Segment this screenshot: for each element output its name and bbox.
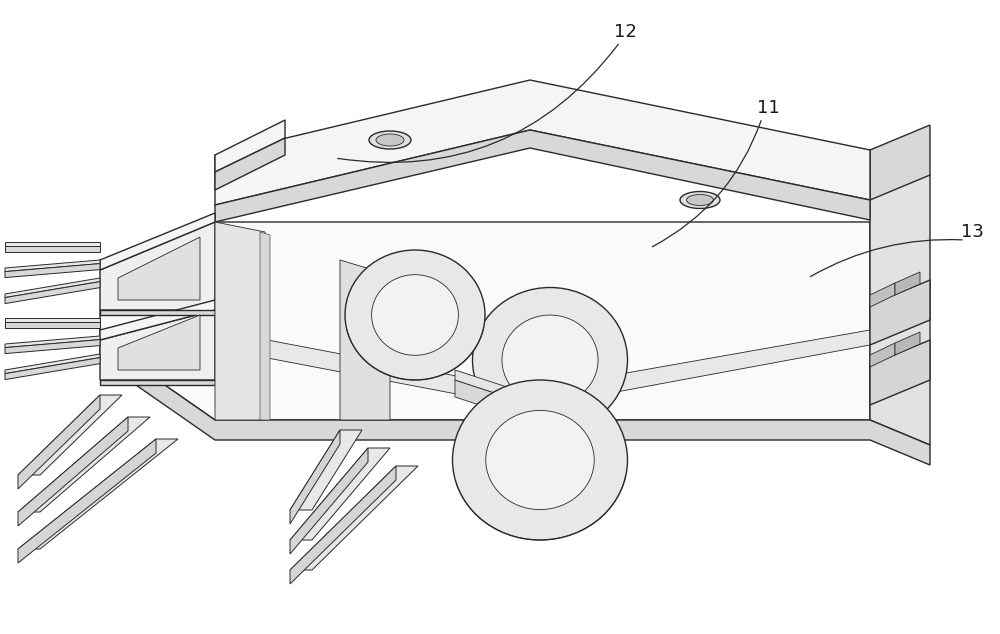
Polygon shape bbox=[215, 330, 870, 408]
Ellipse shape bbox=[372, 275, 458, 355]
Polygon shape bbox=[215, 80, 870, 205]
Polygon shape bbox=[290, 448, 368, 554]
Polygon shape bbox=[290, 430, 340, 524]
Polygon shape bbox=[895, 332, 920, 355]
Polygon shape bbox=[895, 272, 920, 295]
Ellipse shape bbox=[473, 287, 628, 432]
Ellipse shape bbox=[502, 315, 598, 405]
Ellipse shape bbox=[680, 191, 720, 209]
Ellipse shape bbox=[452, 380, 628, 540]
Ellipse shape bbox=[486, 410, 594, 510]
Polygon shape bbox=[5, 281, 100, 304]
Polygon shape bbox=[260, 232, 270, 420]
Polygon shape bbox=[215, 120, 285, 172]
Polygon shape bbox=[18, 417, 128, 526]
Polygon shape bbox=[215, 130, 870, 222]
Polygon shape bbox=[870, 280, 930, 345]
Polygon shape bbox=[18, 439, 178, 549]
Polygon shape bbox=[290, 466, 418, 570]
Polygon shape bbox=[5, 336, 100, 347]
Text: 13: 13 bbox=[961, 223, 983, 241]
Polygon shape bbox=[290, 430, 362, 510]
Polygon shape bbox=[100, 380, 215, 385]
Polygon shape bbox=[5, 340, 100, 354]
Polygon shape bbox=[870, 125, 930, 200]
Polygon shape bbox=[870, 283, 895, 307]
Polygon shape bbox=[100, 310, 215, 380]
Text: 12: 12 bbox=[614, 23, 636, 41]
Polygon shape bbox=[100, 222, 870, 420]
Polygon shape bbox=[290, 448, 390, 540]
Polygon shape bbox=[100, 310, 215, 315]
Ellipse shape bbox=[369, 131, 411, 149]
Polygon shape bbox=[215, 222, 265, 420]
Polygon shape bbox=[100, 340, 930, 465]
Polygon shape bbox=[870, 150, 930, 445]
Polygon shape bbox=[5, 358, 100, 380]
Polygon shape bbox=[340, 260, 390, 420]
Polygon shape bbox=[290, 466, 396, 584]
Polygon shape bbox=[5, 278, 100, 297]
Polygon shape bbox=[455, 370, 510, 398]
Polygon shape bbox=[5, 354, 100, 373]
Ellipse shape bbox=[686, 195, 714, 205]
Polygon shape bbox=[5, 260, 100, 271]
Polygon shape bbox=[5, 321, 100, 328]
Polygon shape bbox=[118, 237, 200, 300]
Polygon shape bbox=[870, 343, 895, 367]
Polygon shape bbox=[18, 439, 156, 563]
Ellipse shape bbox=[345, 250, 485, 380]
Polygon shape bbox=[5, 318, 100, 321]
Polygon shape bbox=[100, 213, 215, 270]
Polygon shape bbox=[455, 380, 510, 415]
Polygon shape bbox=[870, 340, 930, 405]
Polygon shape bbox=[118, 315, 200, 370]
Polygon shape bbox=[100, 300, 215, 340]
Polygon shape bbox=[5, 245, 100, 252]
Polygon shape bbox=[5, 264, 100, 278]
Polygon shape bbox=[100, 222, 215, 310]
Ellipse shape bbox=[376, 134, 404, 146]
Polygon shape bbox=[18, 395, 100, 489]
Text: 11: 11 bbox=[757, 99, 779, 117]
Polygon shape bbox=[18, 395, 122, 475]
Polygon shape bbox=[18, 417, 150, 512]
Polygon shape bbox=[215, 138, 285, 190]
Polygon shape bbox=[5, 242, 100, 245]
